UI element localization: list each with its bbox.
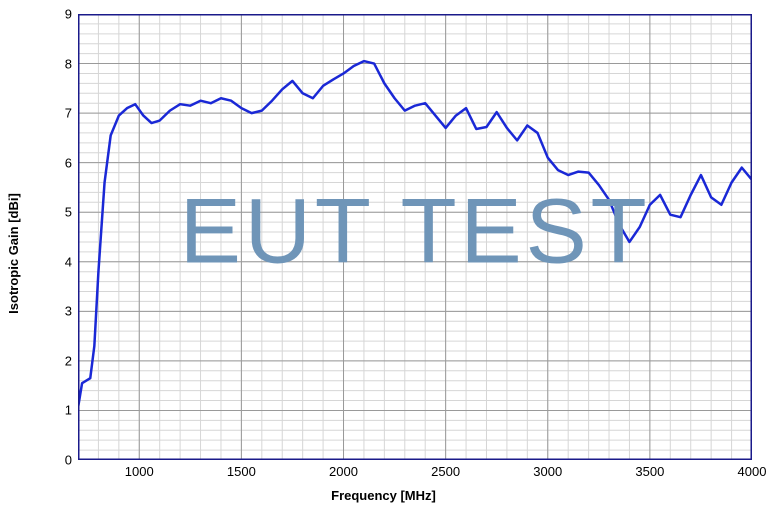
x-tick-label: 2000 <box>329 464 358 479</box>
y-tick-label: 6 <box>65 155 72 170</box>
plot-border <box>79 15 752 460</box>
axes-border <box>79 15 752 460</box>
x-tick-label: 1000 <box>125 464 154 479</box>
minor-grid <box>78 14 752 460</box>
plot-svg <box>78 14 752 460</box>
y-tick-label: 4 <box>65 254 72 269</box>
chart-figure: Isotropic Gain [dBi] Frequency [MHz] EUT… <box>0 0 767 507</box>
y-tick-label: 7 <box>65 106 72 121</box>
y-tick-label: 3 <box>65 304 72 319</box>
y-tick-label: 2 <box>65 353 72 368</box>
y-tick-label: 9 <box>65 7 72 22</box>
x-tick-label: 2500 <box>431 464 460 479</box>
x-axis-label: Frequency [MHz] <box>0 488 767 503</box>
x-tick-label: 3500 <box>635 464 664 479</box>
y-tick-label: 5 <box>65 205 72 220</box>
y-tick-label: 1 <box>65 403 72 418</box>
x-tick-label: 3000 <box>533 464 562 479</box>
major-grid <box>78 14 752 460</box>
x-tick-label: 4000 <box>738 464 767 479</box>
y-axis-label-container: Isotropic Gain [dBi] <box>4 0 22 507</box>
y-tick-label: 0 <box>65 453 72 468</box>
plot-area: EUT TEST <box>78 14 752 460</box>
x-tick-label: 1500 <box>227 464 256 479</box>
y-tick-label: 8 <box>65 56 72 71</box>
y-axis-label: Isotropic Gain [dBi] <box>6 193 21 314</box>
